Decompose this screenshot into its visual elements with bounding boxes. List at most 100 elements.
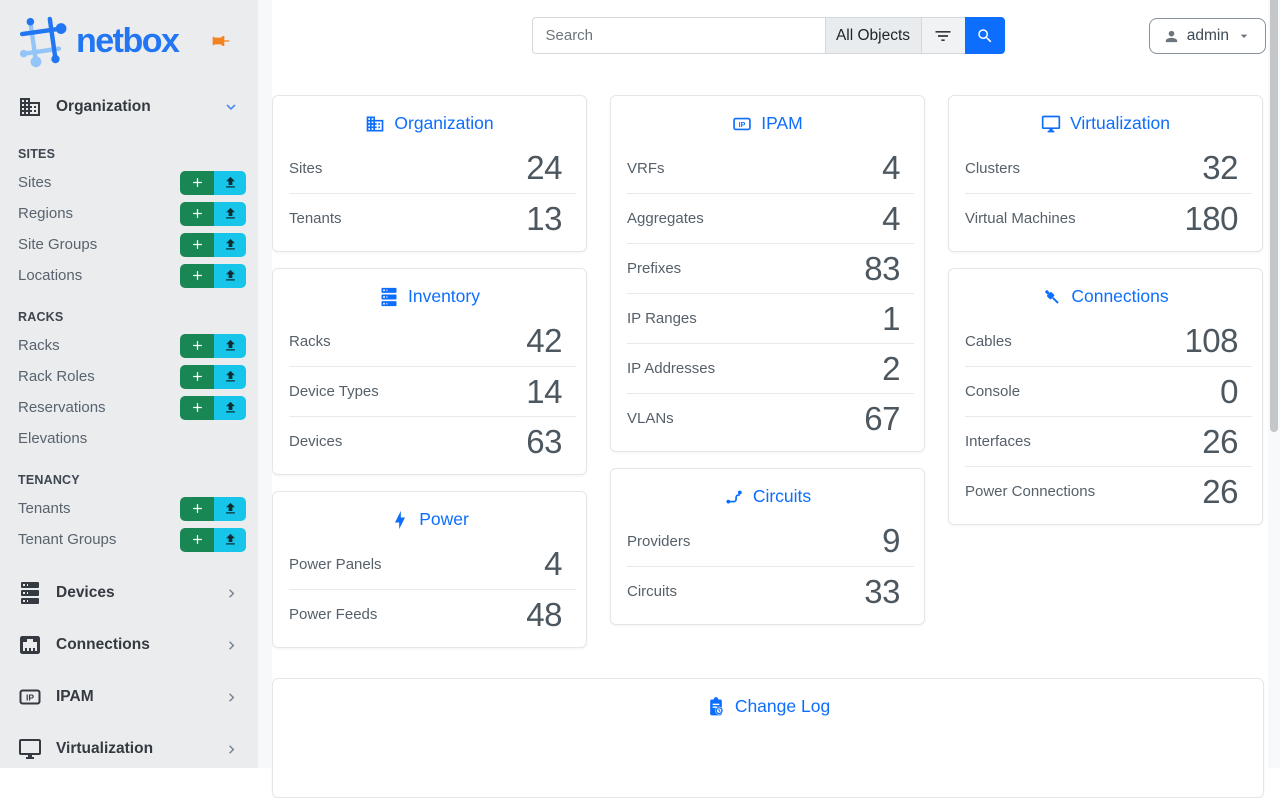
sidebar-item-elevations[interactable]: Elevations (0, 423, 258, 454)
stat-label: Power Feeds (289, 606, 377, 623)
import-button[interactable] (214, 202, 246, 226)
search-button[interactable] (965, 17, 1005, 54)
stat-row[interactable]: Clusters 32 (965, 143, 1252, 193)
add-button[interactable] (180, 528, 214, 552)
filter-icon (933, 26, 953, 46)
sidebar-item-label: Regions (18, 205, 73, 222)
stat-label: IP Addresses (627, 360, 715, 377)
import-button[interactable] (214, 171, 246, 195)
stat-row[interactable]: Power Panels 4 (289, 539, 576, 589)
stat-row[interactable]: Device Types 14 (289, 366, 576, 416)
stat-label: Virtual Machines (965, 210, 1076, 227)
topbar: All Objects (272, 0, 1264, 54)
sidebar-item-sites[interactable]: Sites (0, 167, 258, 198)
card-title-changelog[interactable]: Change Log (273, 679, 1263, 726)
sidebar-item-racks[interactable]: Racks (0, 330, 258, 361)
stat-value: 33 (864, 573, 900, 611)
card-title-organization[interactable]: Organization (273, 96, 586, 143)
stat-row[interactable]: Devices 63 (289, 416, 576, 466)
stat-row[interactable]: Circuits 33 (627, 566, 914, 616)
import-button[interactable] (214, 334, 246, 358)
card-title-ipam[interactable]: IPAM (611, 96, 924, 143)
card-title-virtualization[interactable]: Virtualization (949, 96, 1262, 143)
stat-row[interactable]: Providers 9 (627, 516, 914, 566)
card-title-inventory[interactable]: Inventory (273, 269, 586, 316)
card-title-circuits[interactable]: Circuits (611, 469, 924, 516)
stat-row[interactable]: Virtual Machines 180 (965, 193, 1252, 243)
stat-row[interactable]: Power Connections 26 (965, 466, 1252, 516)
card-title-label: Power (419, 509, 469, 530)
sidebar-item-organization[interactable]: Organization (0, 86, 258, 128)
card-title-label: Connections (1071, 286, 1168, 307)
add-button[interactable] (180, 264, 214, 288)
add-button[interactable] (180, 171, 214, 195)
import-button[interactable] (214, 497, 246, 521)
card-title-power[interactable]: Power (273, 492, 586, 539)
stat-value: 13 (526, 200, 562, 238)
stat-row[interactable]: VRFs 4 (627, 143, 914, 193)
page-scrollbar[interactable] (1268, 0, 1280, 768)
card-title-label: Organization (394, 113, 493, 134)
card-changelog: Change Log (272, 678, 1264, 798)
sidebar-item-locations[interactable]: Locations (0, 260, 258, 291)
stat-label: VRFs (627, 160, 665, 177)
add-button[interactable] (180, 365, 214, 389)
card-title-connections[interactable]: Connections (949, 269, 1262, 316)
stat-value: 42 (526, 322, 562, 360)
brand-name[interactable]: netbox (76, 22, 178, 61)
stat-row[interactable]: VLANs 67 (627, 393, 914, 443)
add-button[interactable] (180, 396, 214, 420)
stat-value: 2 (882, 350, 900, 388)
import-button[interactable] (214, 396, 246, 420)
chevron-right-icon (223, 689, 240, 706)
account-dropdown[interactable]: admin (1149, 18, 1266, 54)
sidebar-item-reservations[interactable]: Reservations (0, 392, 258, 423)
sidebar-item-connections[interactable]: Connections (0, 619, 258, 671)
filter-button[interactable] (921, 17, 965, 54)
stat-value: 26 (1202, 473, 1238, 511)
sidebar-item-label: Elevations (18, 430, 87, 447)
add-button[interactable] (180, 233, 214, 257)
stat-row[interactable]: Aggregates 4 (627, 193, 914, 243)
sidebar-item-site-groups[interactable]: Site Groups (0, 229, 258, 260)
netbox-logo-icon[interactable] (16, 14, 70, 68)
stat-row[interactable]: Power Feeds 48 (289, 589, 576, 639)
stat-value: 63 (526, 423, 562, 461)
stat-label: VLANs (627, 410, 674, 427)
chevron-right-icon (223, 637, 240, 654)
sidebar-item-tenant-groups[interactable]: Tenant Groups (0, 524, 258, 555)
import-button[interactable] (214, 264, 246, 288)
import-button[interactable] (214, 528, 246, 552)
pin-sidebar-icon[interactable] (210, 30, 232, 52)
stat-row[interactable]: Prefixes 83 (627, 243, 914, 293)
sidebar-item-rack-roles[interactable]: Rack Roles (0, 361, 258, 392)
sidebar-item-label: Connections (56, 636, 150, 654)
stat-row[interactable]: Interfaces 26 (965, 416, 1252, 466)
sidebar-item-ipam[interactable]: IPAM (0, 671, 258, 723)
stat-label: Sites (289, 160, 322, 177)
import-button[interactable] (214, 233, 246, 257)
stat-row[interactable]: IP Ranges 1 (627, 293, 914, 343)
stat-row[interactable]: IP Addresses 2 (627, 343, 914, 393)
add-button[interactable] (180, 334, 214, 358)
ip-box-icon (18, 685, 42, 709)
stat-row[interactable]: Sites 24 (289, 143, 576, 193)
stat-row[interactable]: Console 0 (965, 366, 1252, 416)
sidebar-item-tenants[interactable]: Tenants (0, 493, 258, 524)
stat-value: 0 (1220, 373, 1238, 411)
search-scope-dropdown[interactable]: All Objects (825, 17, 921, 54)
stat-row[interactable]: Tenants 13 (289, 193, 576, 243)
sidebar-item-virtualization[interactable]: Virtualization (0, 723, 258, 775)
sidebar-scroll-gutter[interactable] (258, 0, 272, 768)
sidebar-item-devices[interactable]: Devices (0, 567, 258, 619)
import-button[interactable] (214, 365, 246, 389)
chevron-right-icon (223, 741, 240, 758)
card-power: Power Power Panels 4 Power Feeds 48 (272, 491, 587, 648)
sidebar-item-regions[interactable]: Regions (0, 198, 258, 229)
stat-row[interactable]: Cables 108 (965, 316, 1252, 366)
scrollbar-thumb[interactable] (1270, 0, 1278, 432)
search-input[interactable] (532, 17, 825, 54)
add-button[interactable] (180, 497, 214, 521)
stat-row[interactable]: Racks 42 (289, 316, 576, 366)
add-button[interactable] (180, 202, 214, 226)
